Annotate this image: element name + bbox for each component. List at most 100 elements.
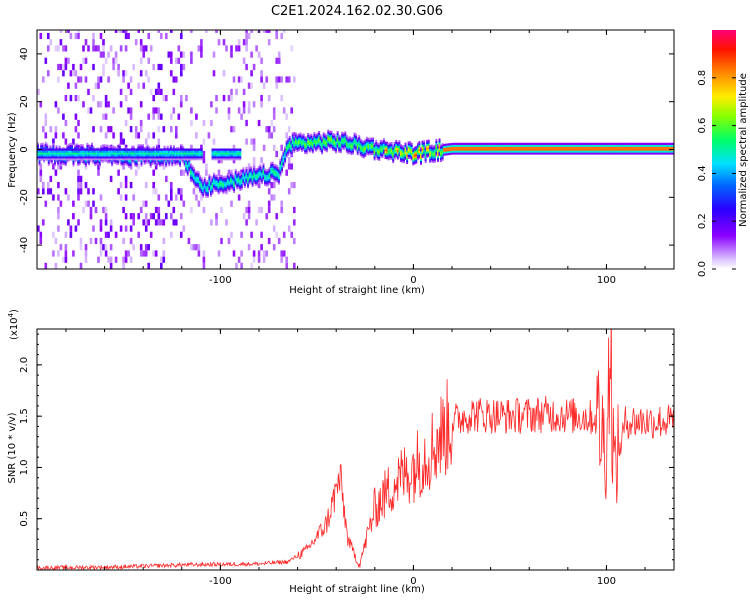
heatmap-cell <box>236 148 239 151</box>
heatmap-cell <box>662 142 665 145</box>
heatmap-cell <box>619 152 622 155</box>
heatmap-cell <box>511 148 514 151</box>
heatmap-cell <box>506 144 509 147</box>
heatmap-cell <box>645 148 648 151</box>
heatmap-cell <box>199 182 202 185</box>
heatmap-cell <box>253 173 256 176</box>
heatmap-cell <box>375 153 378 156</box>
heatmap-cell <box>262 256 266 263</box>
heatmap-cell <box>512 142 515 145</box>
heatmap-cell <box>492 152 495 155</box>
heatmap-cell <box>125 154 127 157</box>
heatmap-cell <box>210 190 212 194</box>
heatmap-cell <box>344 133 347 136</box>
heatmap-cell <box>234 180 237 183</box>
heatmap-cell <box>146 158 149 161</box>
heatmap-cell <box>591 150 594 153</box>
heatmap-cell <box>328 134 331 137</box>
heatmap-cell <box>205 191 208 194</box>
heatmap-cell <box>234 176 237 179</box>
heatmap-cell <box>202 187 205 191</box>
heatmap-cell <box>494 146 497 149</box>
heatmap-cell <box>302 143 305 146</box>
heatmap-cell <box>359 150 362 153</box>
heatmap-cell <box>251 184 254 188</box>
heatmap-cell <box>226 178 229 181</box>
heatmap-cell <box>66 148 69 151</box>
heatmap-cell <box>364 151 367 154</box>
heatmap-cell <box>497 148 500 151</box>
heatmap-cell <box>478 150 481 153</box>
heatmap-cell <box>420 153 422 156</box>
heatmap-cell <box>450 143 453 146</box>
heatmap-cell <box>151 156 154 159</box>
heatmap-cell <box>318 136 321 139</box>
heatmap-cell <box>446 145 449 148</box>
heatmap-cell <box>108 161 110 164</box>
heatmap-cell <box>54 160 56 163</box>
heatmap-cell <box>393 149 396 152</box>
heatmap-cell <box>348 147 351 150</box>
heatmap-cell <box>352 142 354 145</box>
heatmap-cell <box>568 142 571 145</box>
heatmap-cell <box>89 160 92 163</box>
heatmap-cell <box>225 177 228 180</box>
heatmap-cell <box>432 145 435 148</box>
heatmap-cell <box>55 148 58 151</box>
heatmap-cell <box>243 183 246 186</box>
heatmap-cell <box>213 186 215 189</box>
heatmap-cell <box>404 156 407 159</box>
heatmap-cell <box>42 188 45 195</box>
heatmap-cell <box>665 148 668 151</box>
heatmap-cell <box>91 152 93 155</box>
heatmap-cell <box>154 163 158 170</box>
heatmap-cell <box>252 250 256 257</box>
heatmap-cell <box>128 156 131 159</box>
heatmap-cell <box>514 148 517 151</box>
heatmap-cell <box>287 145 290 148</box>
heatmap-cell <box>41 150 44 153</box>
heatmap-cell <box>104 250 108 257</box>
heatmap-cell <box>481 142 484 145</box>
heatmap-cell <box>396 147 399 150</box>
heatmap-cell <box>577 146 580 149</box>
heatmap-cell <box>157 138 161 145</box>
heatmap-cell <box>194 152 197 155</box>
heatmap-cell <box>611 150 614 153</box>
heatmap-cell <box>202 138 206 145</box>
heatmap-cell <box>219 150 222 153</box>
heatmap-cell <box>237 158 240 161</box>
heatmap-cell <box>332 135 334 138</box>
heatmap-cell <box>650 152 653 155</box>
heatmap-cell <box>372 139 375 142</box>
heatmap-cell <box>197 150 200 153</box>
heatmap-cell <box>74 95 78 102</box>
heatmap-cell <box>37 188 40 195</box>
x-tick-label: 0 <box>410 275 416 286</box>
heatmap-cell <box>152 188 155 195</box>
heatmap-cell <box>580 150 583 153</box>
heatmap-cell <box>243 176 246 179</box>
heatmap-cell <box>359 138 362 141</box>
heatmap-cell <box>125 158 127 161</box>
heatmap-cell <box>232 126 236 133</box>
heatmap-cell <box>233 190 236 193</box>
heatmap-cell <box>61 160 64 163</box>
heatmap-cell <box>353 147 356 150</box>
heatmap-cell <box>88 158 90 161</box>
heatmap-cell <box>579 146 581 149</box>
heatmap-cell <box>393 157 396 160</box>
heatmap-cell <box>226 188 229 191</box>
heatmap-cell <box>571 152 574 155</box>
heatmap-cell <box>362 146 365 149</box>
heatmap-cell <box>179 156 182 159</box>
heatmap-cell <box>389 142 392 145</box>
heatmap-cell <box>205 30 208 33</box>
heatmap-cell <box>555 144 558 147</box>
heatmap-cell <box>157 148 160 151</box>
heatmap-cell <box>299 136 302 139</box>
heatmap-cell <box>333 135 336 138</box>
multiplier-open: (x10 <box>9 317 20 340</box>
heatmap-cell <box>543 150 546 153</box>
heatmap-cell <box>657 152 660 155</box>
